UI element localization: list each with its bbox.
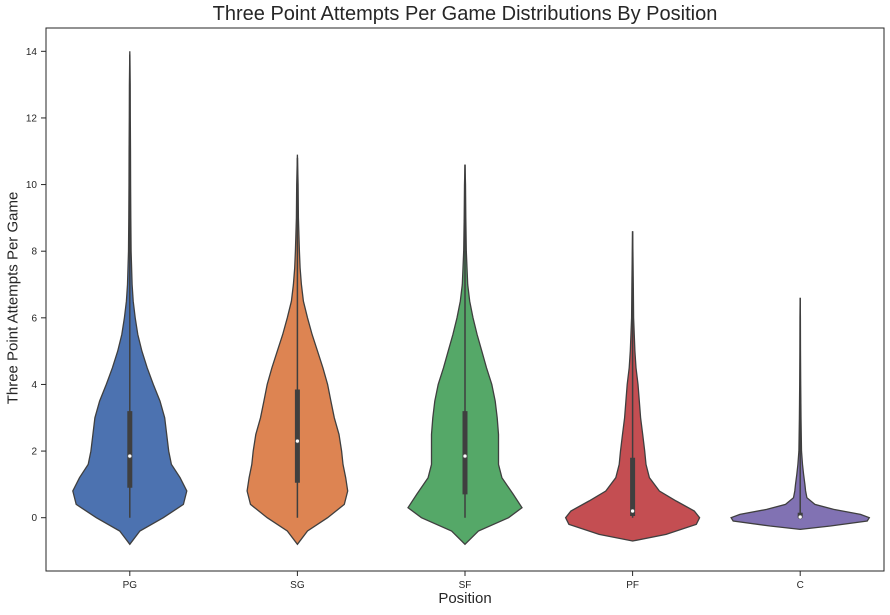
x-axis: PG SG SF PF C xyxy=(123,571,804,591)
median-point-pf xyxy=(630,508,635,514)
chart-title: Three Point Attempts Per Game Distributi… xyxy=(212,3,718,25)
median-point-c xyxy=(797,514,803,520)
x-axis-label: Position xyxy=(438,590,492,607)
x-tick-label: PF xyxy=(626,580,639,591)
y-tick-label: 10 xyxy=(26,180,38,191)
y-tick-label: 14 xyxy=(26,47,38,58)
median-point-sg xyxy=(295,438,300,444)
y-tick-label: 6 xyxy=(31,313,37,324)
y-tick-label: 4 xyxy=(31,380,37,391)
y-axis: 0 2 4 6 8 10 12 14 xyxy=(26,47,46,524)
x-tick-label: SG xyxy=(290,580,305,591)
median-point-pg xyxy=(127,453,133,459)
y-tick-label: 0 xyxy=(31,513,37,524)
violins-group xyxy=(72,51,871,546)
y-tick-label: 2 xyxy=(31,447,37,458)
median-point-sf xyxy=(462,453,468,459)
y-tick-label: 8 xyxy=(31,247,37,258)
y-tick-label: 12 xyxy=(26,113,38,124)
x-tick-label: SF xyxy=(459,580,472,591)
x-tick-label: PG xyxy=(123,580,138,591)
x-tick-label: C xyxy=(797,580,804,591)
